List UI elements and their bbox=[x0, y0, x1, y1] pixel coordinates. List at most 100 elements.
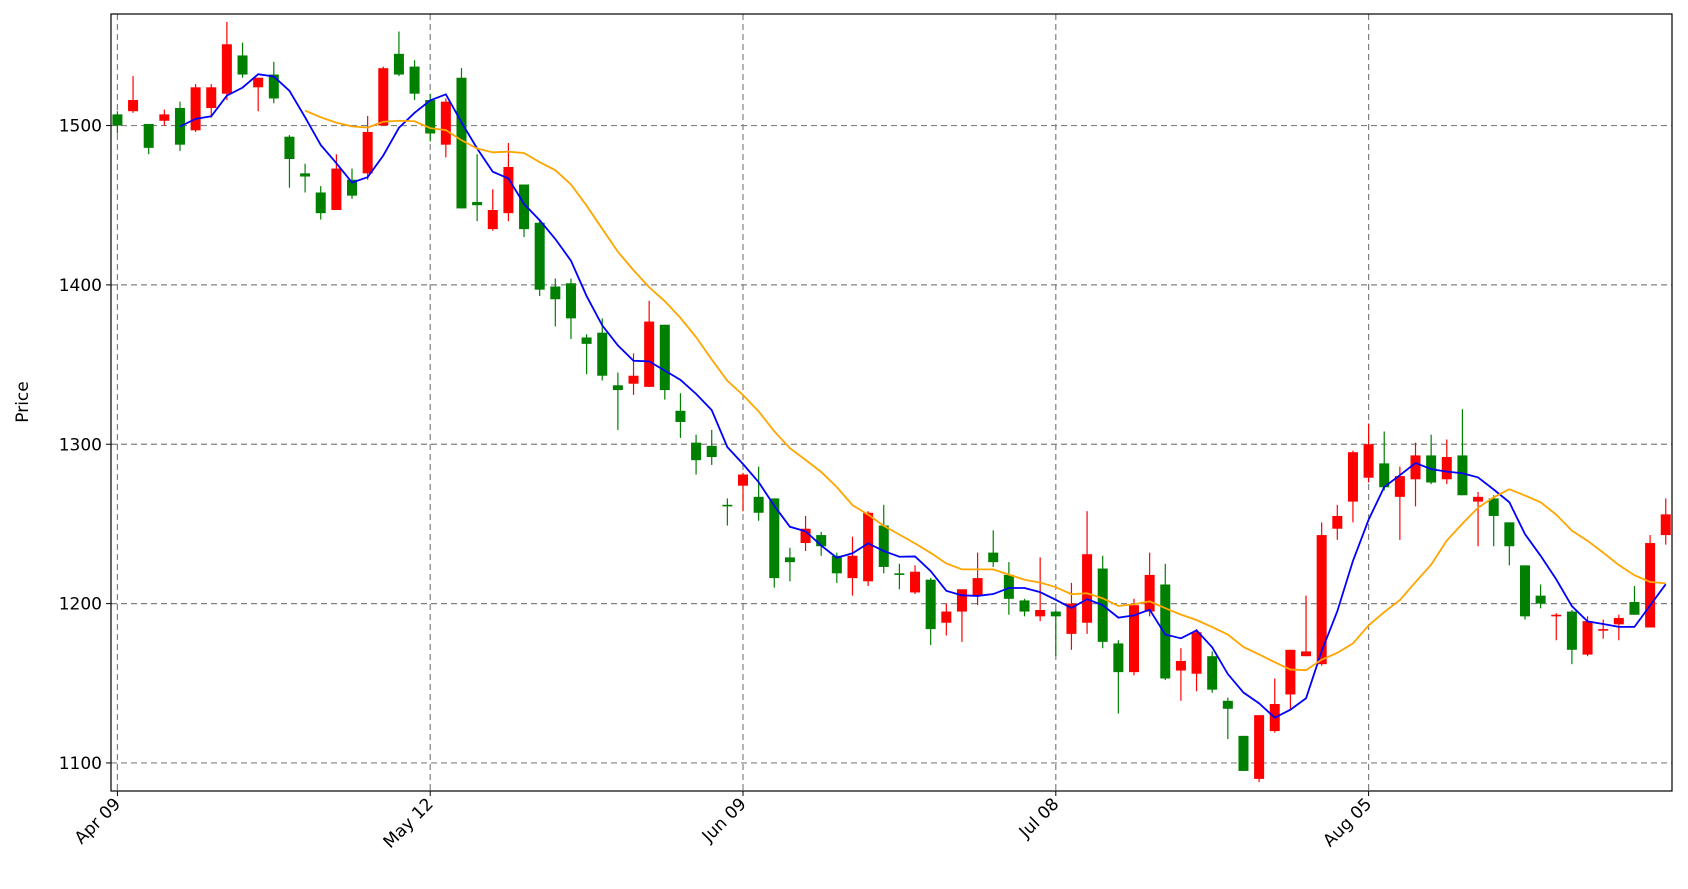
candle-body bbox=[1082, 554, 1093, 623]
y-tick-label: 1200 bbox=[59, 595, 102, 615]
candle-body bbox=[1473, 496, 1484, 502]
candle-body bbox=[753, 496, 764, 513]
candle-body bbox=[378, 68, 389, 126]
candle-body bbox=[143, 123, 154, 148]
candle-body bbox=[988, 552, 999, 563]
candle-body bbox=[941, 611, 952, 623]
x-tick-label: May 12 bbox=[380, 794, 438, 852]
candle-body bbox=[956, 589, 967, 612]
candle-body bbox=[1582, 621, 1593, 655]
candle-body bbox=[1519, 565, 1530, 617]
candle-body bbox=[1144, 574, 1155, 612]
candle-body bbox=[1488, 498, 1499, 516]
candle-body bbox=[1160, 584, 1171, 679]
candle-body bbox=[878, 525, 889, 567]
candle-body bbox=[1254, 715, 1265, 779]
candle-body bbox=[362, 131, 373, 174]
candle-body bbox=[159, 114, 170, 121]
candle-body bbox=[659, 324, 670, 391]
y-tick-label: 1500 bbox=[59, 117, 102, 137]
candle-body bbox=[1332, 515, 1343, 529]
candle-body bbox=[1113, 643, 1124, 673]
candle-body bbox=[347, 179, 358, 196]
candle-body bbox=[425, 100, 436, 134]
candle-body bbox=[1551, 614, 1562, 617]
candle-body bbox=[831, 555, 842, 574]
moving-average-line bbox=[304, 109, 1666, 672]
candle-body bbox=[1629, 602, 1640, 615]
candle-body bbox=[894, 573, 905, 575]
candle-body bbox=[190, 87, 201, 131]
x-tick-label: Jul 08 bbox=[1015, 794, 1063, 842]
candle-body bbox=[1301, 651, 1312, 657]
candle-body bbox=[565, 283, 576, 319]
plot-frame bbox=[110, 13, 1673, 792]
x-tick-label: Aug 05 bbox=[1319, 794, 1376, 851]
candle-body bbox=[503, 166, 514, 214]
candle-body bbox=[722, 504, 733, 507]
candle-body bbox=[1222, 700, 1233, 709]
candle-body bbox=[1003, 574, 1014, 599]
candle-body bbox=[472, 202, 483, 206]
candle-body bbox=[1238, 735, 1249, 771]
candle-body bbox=[1457, 455, 1468, 496]
candle-body bbox=[440, 101, 451, 145]
candle-body bbox=[816, 535, 827, 547]
y-axis-label: Price bbox=[13, 381, 33, 422]
candle-body bbox=[1019, 600, 1030, 612]
candle-body bbox=[315, 192, 326, 214]
candle-body bbox=[268, 74, 279, 99]
candle-body bbox=[206, 87, 217, 109]
candle-body bbox=[847, 555, 858, 579]
candle-body bbox=[1379, 463, 1390, 488]
candle-body bbox=[612, 385, 623, 391]
candle-body bbox=[1207, 656, 1218, 690]
candle-body bbox=[331, 168, 342, 211]
candle-body bbox=[1394, 476, 1405, 497]
candle-body bbox=[597, 332, 608, 376]
candle-body bbox=[1660, 514, 1671, 536]
y-tick-label: 1100 bbox=[59, 754, 102, 774]
candle-body bbox=[237, 55, 248, 75]
candle-body bbox=[691, 442, 702, 461]
candle-body bbox=[925, 579, 936, 630]
candle-body bbox=[519, 184, 530, 230]
candle-body bbox=[910, 571, 921, 593]
candle-body bbox=[1285, 649, 1296, 695]
x-tick-label: Apr 09 bbox=[71, 794, 125, 848]
candle-body bbox=[112, 114, 123, 126]
candle-body bbox=[253, 77, 264, 88]
candle-body bbox=[1598, 629, 1609, 631]
candle-body bbox=[456, 77, 467, 209]
candle-body bbox=[487, 210, 498, 230]
candle-body bbox=[1066, 603, 1077, 634]
candle-body bbox=[1316, 535, 1327, 665]
candle-body bbox=[284, 136, 295, 160]
candle-body bbox=[393, 53, 404, 75]
candle-body bbox=[1613, 617, 1624, 625]
y-tick-label: 1300 bbox=[59, 435, 102, 455]
candle-body bbox=[1035, 609, 1046, 617]
candle-body bbox=[1535, 595, 1546, 604]
candle-body bbox=[1363, 444, 1374, 478]
candle-body bbox=[644, 321, 655, 387]
candle-body bbox=[769, 498, 780, 579]
x-tick-label: Jun 09 bbox=[698, 794, 751, 847]
candle-body bbox=[737, 474, 749, 486]
candle-body bbox=[128, 100, 139, 112]
candle-body bbox=[1504, 522, 1515, 547]
candle-body bbox=[706, 445, 717, 457]
candle-body bbox=[800, 528, 811, 544]
candle-body bbox=[784, 557, 795, 563]
candle-body bbox=[221, 44, 232, 94]
candle-body bbox=[863, 512, 874, 582]
candle-body bbox=[1566, 611, 1577, 650]
candle-body bbox=[1175, 660, 1186, 671]
candle-body bbox=[550, 286, 561, 300]
candle-body bbox=[1645, 543, 1656, 628]
candle-body bbox=[1410, 455, 1421, 480]
candle-body bbox=[300, 173, 311, 177]
candle-body bbox=[1347, 452, 1358, 502]
y-tick-label: 1400 bbox=[59, 276, 102, 296]
